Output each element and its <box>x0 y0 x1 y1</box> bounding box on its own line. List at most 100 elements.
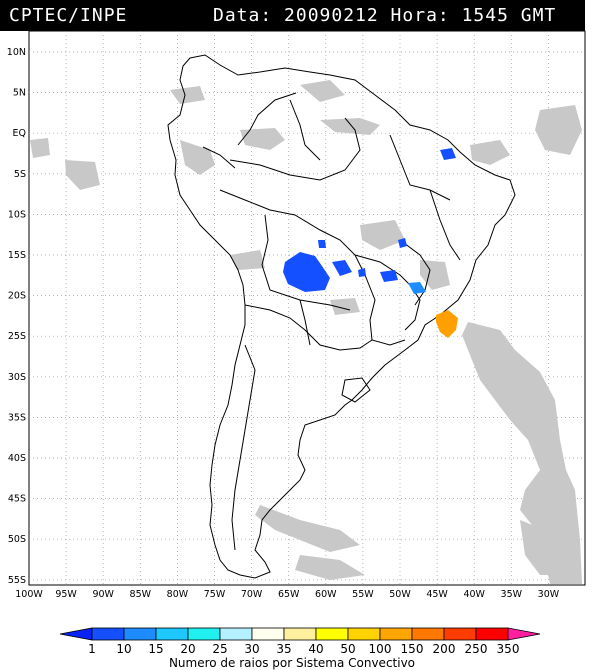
border-13 <box>354 254 411 286</box>
cloud-pac-left <box>65 160 100 190</box>
border-16 <box>202 146 236 169</box>
lat-label: 45S <box>8 494 26 505</box>
lat-label: 55S <box>8 575 26 586</box>
datetime-label: Data: 20090212 Hora: 1545 GMT <box>213 5 557 26</box>
strike-cluster-orange <box>436 310 458 338</box>
colorbar-label: 250 <box>465 642 488 656</box>
colorbar-swatch <box>315 627 349 641</box>
lon-label: 50W <box>389 589 411 600</box>
cloud-north-coast <box>535 105 582 155</box>
lon-label: 80W <box>167 589 189 600</box>
lat-label: EQ <box>13 128 26 139</box>
border-9 <box>341 377 371 403</box>
border-5 <box>364 274 406 346</box>
cloud-mid-brazil <box>360 220 405 250</box>
strike-cluster-6 <box>318 240 326 248</box>
colorbar-label: 200 <box>433 642 456 656</box>
border-3 <box>219 189 366 276</box>
colorbar <box>59 627 541 641</box>
strike-cluster-7 <box>398 238 407 248</box>
colorbar-swatch <box>251 627 285 641</box>
lon-label: 35W <box>501 589 523 600</box>
border-8 <box>299 299 311 346</box>
cloud-bolivia <box>230 250 265 270</box>
map-frame <box>28 30 586 586</box>
cloud-far-south <box>295 555 365 580</box>
colorbar-swatch <box>283 627 317 641</box>
colorbar-swatch <box>219 627 253 641</box>
border-4 <box>261 214 351 311</box>
colorbar-swatch <box>411 627 445 641</box>
cloud-chaco <box>330 298 360 315</box>
colorbar-swatch <box>347 627 381 641</box>
lon-label: 30W <box>538 589 560 600</box>
colorbar-label: 100 <box>369 642 392 656</box>
lat-label: 5S <box>14 169 26 180</box>
colorbar-label: 1 <box>88 642 96 656</box>
border-1 <box>229 117 361 181</box>
cloud-colombia <box>300 80 345 102</box>
lat-label: 30S <box>8 372 26 383</box>
lon-label: 85W <box>130 589 152 600</box>
strike-cluster-2 <box>332 260 352 276</box>
lat-label: 15S <box>8 250 26 261</box>
lat-label: 50S <box>8 534 26 545</box>
lat-label: 25S <box>8 331 26 342</box>
cloud-se-brazil <box>420 260 450 290</box>
colorbar-label: 25 <box>212 642 227 656</box>
source-label: CPTEC/INPE <box>9 5 128 26</box>
lon-label: 100W <box>15 589 43 600</box>
colorbar-label: 30 <box>244 642 259 656</box>
colorbar-swatch <box>123 627 157 641</box>
lat-label: 40S <box>8 453 26 464</box>
border-7 <box>231 344 256 551</box>
lon-label: 70W <box>241 589 263 600</box>
lon-label: 75W <box>204 589 226 600</box>
colorbar-label: 350 <box>497 642 520 656</box>
lat-labels: 10N 5N EQ 5S 10S 15S 20S 25S 30S 35S 40S 45S 50S 55S <box>7 47 26 586</box>
border-2 <box>289 99 321 161</box>
border-6 <box>244 304 373 351</box>
lon-label: 65W <box>278 589 300 600</box>
colorbar-label: 15 <box>148 642 163 656</box>
colorbar-low-triangle <box>59 627 93 641</box>
border-10 <box>389 134 451 201</box>
cloud-cover <box>30 80 582 584</box>
cloud-atlantic-south <box>462 322 582 584</box>
strike-cluster-5 <box>440 148 456 160</box>
strike-cluster-4 <box>408 282 426 294</box>
border-12 <box>399 239 431 306</box>
cloud-eq-left <box>30 138 50 158</box>
colorbar-swatch <box>91 627 125 641</box>
colorbar-swatch <box>475 627 509 641</box>
colorbar-high-triangle <box>507 627 541 641</box>
border-11 <box>429 189 461 261</box>
colorbar-label: 150 <box>401 642 424 656</box>
colorbar-title: Numero de raios por Sistema Convectivo <box>169 656 415 670</box>
strike-cluster-3 <box>380 270 398 282</box>
colorbar-label: 35 <box>276 642 291 656</box>
border-15 <box>237 92 297 146</box>
strike-cluster-8 <box>358 268 366 277</box>
strike-cluster-bolivia <box>283 252 330 292</box>
cloud-patagonia <box>255 505 360 552</box>
colorbar-label: 40 <box>308 642 323 656</box>
lon-label: 40W <box>463 589 485 600</box>
strike-clusters <box>283 148 458 338</box>
colorbar-swatch <box>155 627 189 641</box>
lon-label: 60W <box>315 589 337 600</box>
lat-label: 20S <box>8 291 26 302</box>
colorbar-label: 50 <box>340 642 355 656</box>
lat-label: 10S <box>8 209 26 220</box>
south-america-outline <box>167 54 516 579</box>
lon-label: 45W <box>426 589 448 600</box>
lon-label: 95W <box>55 589 77 600</box>
colorbar-swatch <box>187 627 221 641</box>
lon-label: 55W <box>352 589 374 600</box>
title-bar: CPTEC/INPE Data: 20090212 Hora: 1545 GMT <box>0 0 585 31</box>
lat-label: 10N <box>7 47 26 58</box>
cloud-amazon-1 <box>240 128 285 150</box>
lat-label: 35S <box>8 412 26 423</box>
lon-label: 90W <box>92 589 114 600</box>
